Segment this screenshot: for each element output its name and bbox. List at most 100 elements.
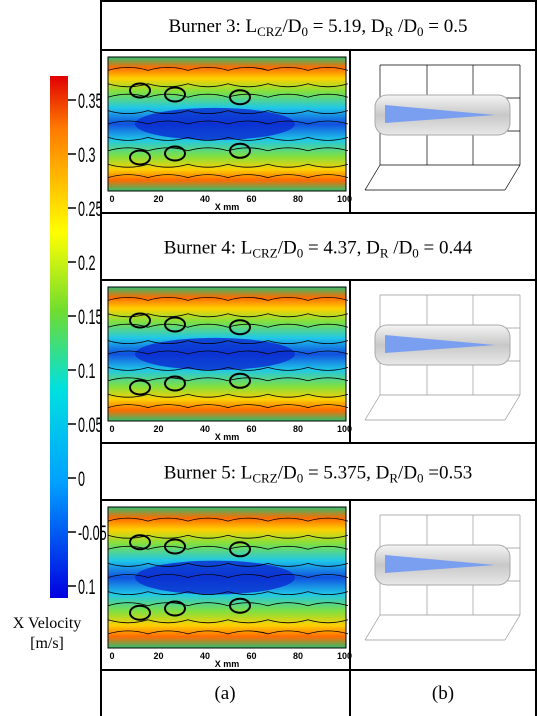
x-tick-label: 60 (246, 424, 256, 434)
vortex (164, 538, 186, 555)
box-edge (364, 164, 381, 191)
title-text: Burner 5: L (164, 463, 253, 484)
streamline (107, 619, 349, 624)
x-tick-label: 0 (109, 424, 114, 434)
streamline (107, 136, 349, 141)
vortex (129, 534, 151, 551)
x-tick-label: 60 (246, 194, 256, 204)
streamline (107, 147, 349, 152)
x-tick-label: 20 (153, 194, 163, 204)
panel-title: Burner 4: LCRZ/D0 = 4.37, DR /D0 = 0.44 (164, 238, 473, 261)
recirculation-zone (385, 555, 495, 573)
box-edge (364, 394, 381, 421)
colorbar-label: X Velocity (13, 615, 82, 632)
panel-title: Burner 3: LCRZ/D0 = 5.19, DR /D0 = 0.5 (168, 16, 467, 39)
streamline (107, 83, 349, 88)
title-subscript: 0 (417, 471, 424, 486)
vortex (229, 319, 251, 336)
streamline (107, 591, 349, 595)
x-tick-label: 80 (293, 651, 303, 661)
colorbar (50, 76, 68, 598)
title-text: /D (393, 16, 417, 37)
x-tick-label: 80 (293, 424, 303, 434)
streamline (107, 120, 349, 125)
title-text: /D (398, 463, 417, 484)
vortex (129, 379, 151, 396)
streamline (107, 574, 349, 578)
box-edge (504, 164, 521, 191)
recirculation-core (135, 337, 295, 371)
title-subscript: 0 (417, 24, 424, 39)
title-subscript: R (385, 24, 394, 39)
streamline (107, 377, 349, 382)
streamline (107, 340, 349, 344)
contour-plot (107, 286, 349, 422)
vortex (164, 145, 186, 162)
title-text: = 4.37, D (303, 238, 380, 259)
vortex (229, 541, 251, 558)
title-text: = 0.5 (424, 16, 468, 37)
title-text: = 0.44 (419, 238, 473, 259)
vortex (164, 600, 186, 617)
vortex (129, 312, 151, 329)
vortex (164, 316, 186, 333)
title-subscript: CRZ (252, 471, 277, 486)
plot-frame (107, 56, 347, 192)
colorbar-tick-label: -0.05 (78, 521, 107, 545)
title-subscript: CRZ (252, 246, 277, 261)
vortex (229, 89, 251, 106)
streamline (107, 562, 349, 567)
title-text: /D (278, 238, 297, 259)
x-tick-label: 20 (153, 651, 163, 661)
streamline (107, 393, 349, 398)
streamline (107, 630, 349, 635)
colorbar-tick-label: 0.15 (78, 305, 102, 329)
table-lines (100, 0, 537, 716)
x-axis-label: X mm (215, 202, 240, 212)
title-subscript: CRZ (257, 24, 282, 39)
x-axis-label: X mm (215, 659, 240, 669)
streamline (107, 163, 349, 168)
vortex (229, 597, 251, 614)
x-axis-label: X mm (215, 432, 240, 442)
iso-view (364, 294, 521, 421)
x-tick-label: 0 (109, 651, 114, 661)
vortex (129, 82, 151, 99)
recirculation-core (135, 107, 295, 141)
title-subscript: 0 (301, 24, 308, 39)
title-text: Burner 3: L (168, 16, 257, 37)
streamline (107, 174, 349, 179)
streamline (107, 602, 349, 607)
x-tick-label: 100 (337, 424, 352, 434)
panel-title: Burner 5: LCRZ/D0 = 5.375, DR/D0 =0.53 (164, 463, 473, 486)
title-text: /D (389, 238, 413, 259)
recirculation-zone (385, 335, 495, 353)
x-tick-label: 80 (293, 194, 303, 204)
streamline (107, 534, 349, 539)
title-subscript: 0 (412, 246, 419, 261)
streamline (107, 350, 349, 355)
iso-view (364, 64, 521, 191)
streamline (107, 404, 349, 409)
x-tick-label: 0 (109, 194, 114, 204)
title-text: = 5.19, D (308, 16, 385, 37)
x-tick-label: 100 (337, 194, 352, 204)
box-edge (504, 614, 521, 641)
column-label: (b) (432, 683, 454, 704)
x-tick-label: 100 (337, 651, 352, 661)
title-subscript: R (380, 246, 389, 261)
vortex (229, 372, 251, 389)
contour-plot (107, 56, 349, 192)
iso-view (364, 514, 521, 641)
streamline (107, 93, 349, 98)
title-text: /D (278, 463, 297, 484)
x-tick-label: 20 (153, 424, 163, 434)
title-text: =0.53 (424, 463, 473, 484)
box-edge (364, 614, 381, 641)
vortex (164, 86, 186, 103)
recirculation-core (135, 560, 295, 595)
streamline (107, 297, 349, 301)
title-subscript: 0 (297, 471, 304, 486)
title-subscript: R (389, 471, 398, 486)
